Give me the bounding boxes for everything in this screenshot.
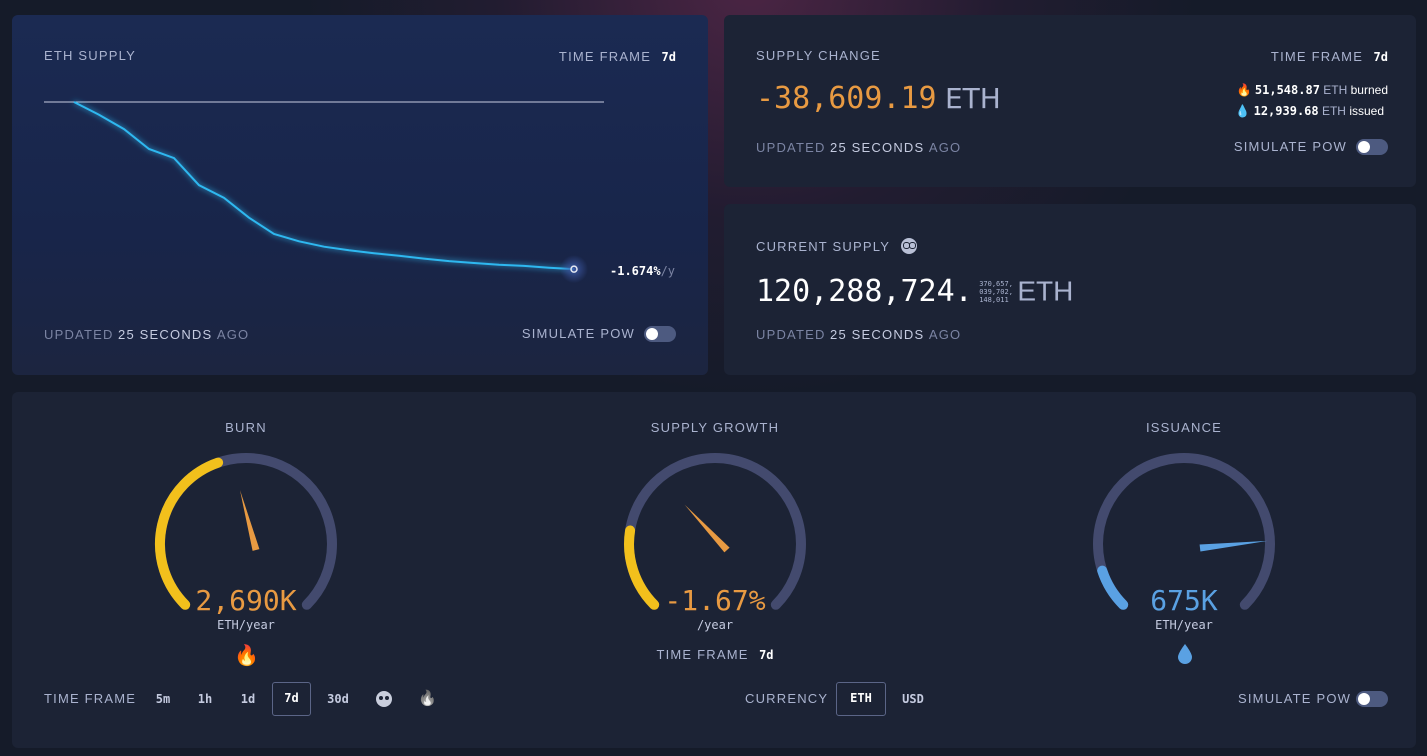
droplet-icon (1178, 644, 1192, 664)
time-frame-label: TIME FRAME (558, 49, 652, 64)
issuance-gauge-fill (1097, 565, 1129, 610)
currency-usd[interactable]: USD (902, 692, 924, 706)
time-frame-1h[interactable]: 1h (197, 692, 213, 706)
currency-eth[interactable]: ETH (836, 682, 886, 716)
fire-icon: 🔥 (1236, 83, 1252, 97)
current-supply-unit: ETH (1017, 275, 1074, 307)
simulate-pow-label: SIMULATE PoW (521, 326, 635, 341)
time-frame-30d[interactable]: 30d (327, 692, 349, 706)
burn-unit: ETH/year (217, 618, 275, 632)
burned-unit: ETH (1323, 83, 1348, 97)
droplet-icon: 💧 (1235, 104, 1251, 118)
time-frame-5m[interactable]: 5m (155, 692, 171, 706)
supply-rate-label: -1.674%/y (610, 264, 675, 278)
issuance-gauge-needle (1199, 540, 1268, 552)
updated-prefix: UPDATED (44, 327, 114, 342)
supply-growth-gauge-needle (684, 504, 730, 553)
issuance-unit: ETH/year (1155, 618, 1213, 632)
simulate-pow-label: SIMULATE PoW (1233, 139, 1347, 154)
supply-rate-unit: /y (660, 264, 676, 278)
current-supply-decimals: 370,657, 039,702, 148,011 (979, 280, 1013, 304)
updated-prefix: UPDATED (756, 327, 826, 342)
decimals-line-1: 370,657, (979, 279, 1013, 288)
flame-icon[interactable]: 🔥 (418, 690, 437, 707)
issuance-title: ISSUANCE (1145, 420, 1223, 435)
supply-change-time-frame[interactable]: TIME FRAME 7d (1271, 48, 1388, 66)
updated-suffix: AGO (928, 140, 962, 155)
time-frame-label: TIME FRAME (1270, 49, 1364, 64)
supply-end-dot (570, 265, 578, 273)
simulate-pow-toggle[interactable] (644, 326, 676, 342)
time-frame-label: TIME FRAME (44, 691, 137, 706)
issuance-gauge-track (1093, 453, 1275, 610)
eth-supply-time-frame[interactable]: TIME FRAME 7d (559, 48, 676, 66)
supply-change-unit: ETH (944, 82, 1001, 115)
supply-change-value: -38,609.19 (756, 81, 937, 116)
simulate-pow-toggle[interactable] (1356, 691, 1388, 707)
updated-value: 25 SECONDS (118, 327, 213, 342)
current-supply-integer: 120,288,724. (756, 274, 973, 309)
updated-suffix: AGO (216, 327, 250, 342)
time-frame-value: 7d (1373, 50, 1388, 64)
supply-rate-value: -1.674% (610, 264, 661, 278)
supply-growth-value: -1.67% (664, 584, 766, 617)
burned-row: 🔥 51,548.87 ETH burned (1237, 83, 1388, 97)
supply-growth-gauge (624, 453, 806, 610)
supply-end-halo (560, 255, 588, 284)
supply-growth-gauge-track (624, 453, 806, 610)
simulate-pow-toggle[interactable] (1356, 139, 1388, 155)
issued-label: issued (1349, 104, 1384, 118)
nerd-face-icon (900, 238, 917, 254)
decimals-line-3: 148,011 (979, 295, 1009, 304)
burned-value: 51,548.87 (1254, 83, 1320, 97)
time-frame-1d[interactable]: 1d (240, 692, 256, 706)
supply-growth-gauge-fill (624, 525, 660, 610)
supply-change-amount: -38,609.19 ETH (756, 81, 1001, 116)
eth-supply-chart (44, 101, 604, 284)
burn-gauge-needle (240, 490, 260, 551)
burn-gauge (154, 453, 337, 610)
updated-prefix: UPDATED (756, 140, 826, 155)
issued-value: 12,939.68 (1253, 104, 1319, 118)
burn-gauge-fill (154, 457, 224, 610)
updated-suffix: AGO (928, 327, 962, 342)
current-supply-updated: UPDATED 25 SECONDS AGO (756, 326, 961, 344)
fire-icon: 🔥 (234, 645, 259, 667)
supply-growth-time-frame: TIME FRAME 7d (615, 646, 815, 664)
issuance-value: 675K (1150, 584, 1218, 617)
supply-change-card: SUPPLY CHANGE TIME FRAME 7d -38,609.19 E… (724, 15, 1416, 187)
eth-supply-updated: UPDATED 25 SECONDS AGO (44, 326, 249, 344)
gauges-card: BURN 2,690K ETH/year 🔥 SUPPLY GROWTH -1.… (12, 392, 1416, 748)
updated-value: 25 SECONDS (830, 140, 925, 155)
burn-value: 2,690K (195, 584, 297, 617)
issued-row: 💧 12,939.68 ETH issued (1235, 104, 1384, 118)
time-frame-value: 7d (661, 50, 676, 64)
current-supply-title: CURRENT SUPPLY (756, 239, 891, 254)
decimals-line-2: 039,702, (979, 287, 1013, 296)
currency-label: CURRENCY (745, 691, 829, 706)
supply-growth-unit: /year (696, 618, 734, 632)
issued-unit: ETH (1321, 104, 1346, 118)
current-supply-amount: 120,288,724. 370,657, 039,702, 148,011 E… (756, 274, 1073, 309)
supply-change-title: SUPPLY CHANGE (756, 48, 881, 63)
updated-value: 25 SECONDS (830, 327, 925, 342)
current-supply-header: CURRENT SUPPLY (756, 238, 917, 256)
supply-line (73, 101, 575, 271)
issuance-gauge (1093, 453, 1275, 610)
panda-icon[interactable] (376, 691, 392, 707)
eth-supply-card: ETH SUPPLY TIME FRAME 7d -1.674%/y UPDAT… (12, 15, 708, 375)
burned-label: burned (1350, 83, 1388, 97)
time-frame-7d[interactable]: 7d (272, 682, 311, 716)
eth-supply-title: ETH SUPPLY (44, 48, 136, 63)
burn-title: BURN (225, 420, 267, 435)
supply-change-updated: UPDATED 25 SECONDS AGO (756, 139, 961, 157)
time-frame-value: 7d (759, 648, 774, 662)
current-supply-card: CURRENT SUPPLY 120,288,724. 370,657, 039… (724, 204, 1416, 375)
simulate-pow-label: SIMULATE PoW (1238, 691, 1352, 706)
time-frame-label: TIME FRAME (656, 647, 749, 662)
supply-growth-title: SUPPLY GROWTH (650, 420, 780, 435)
